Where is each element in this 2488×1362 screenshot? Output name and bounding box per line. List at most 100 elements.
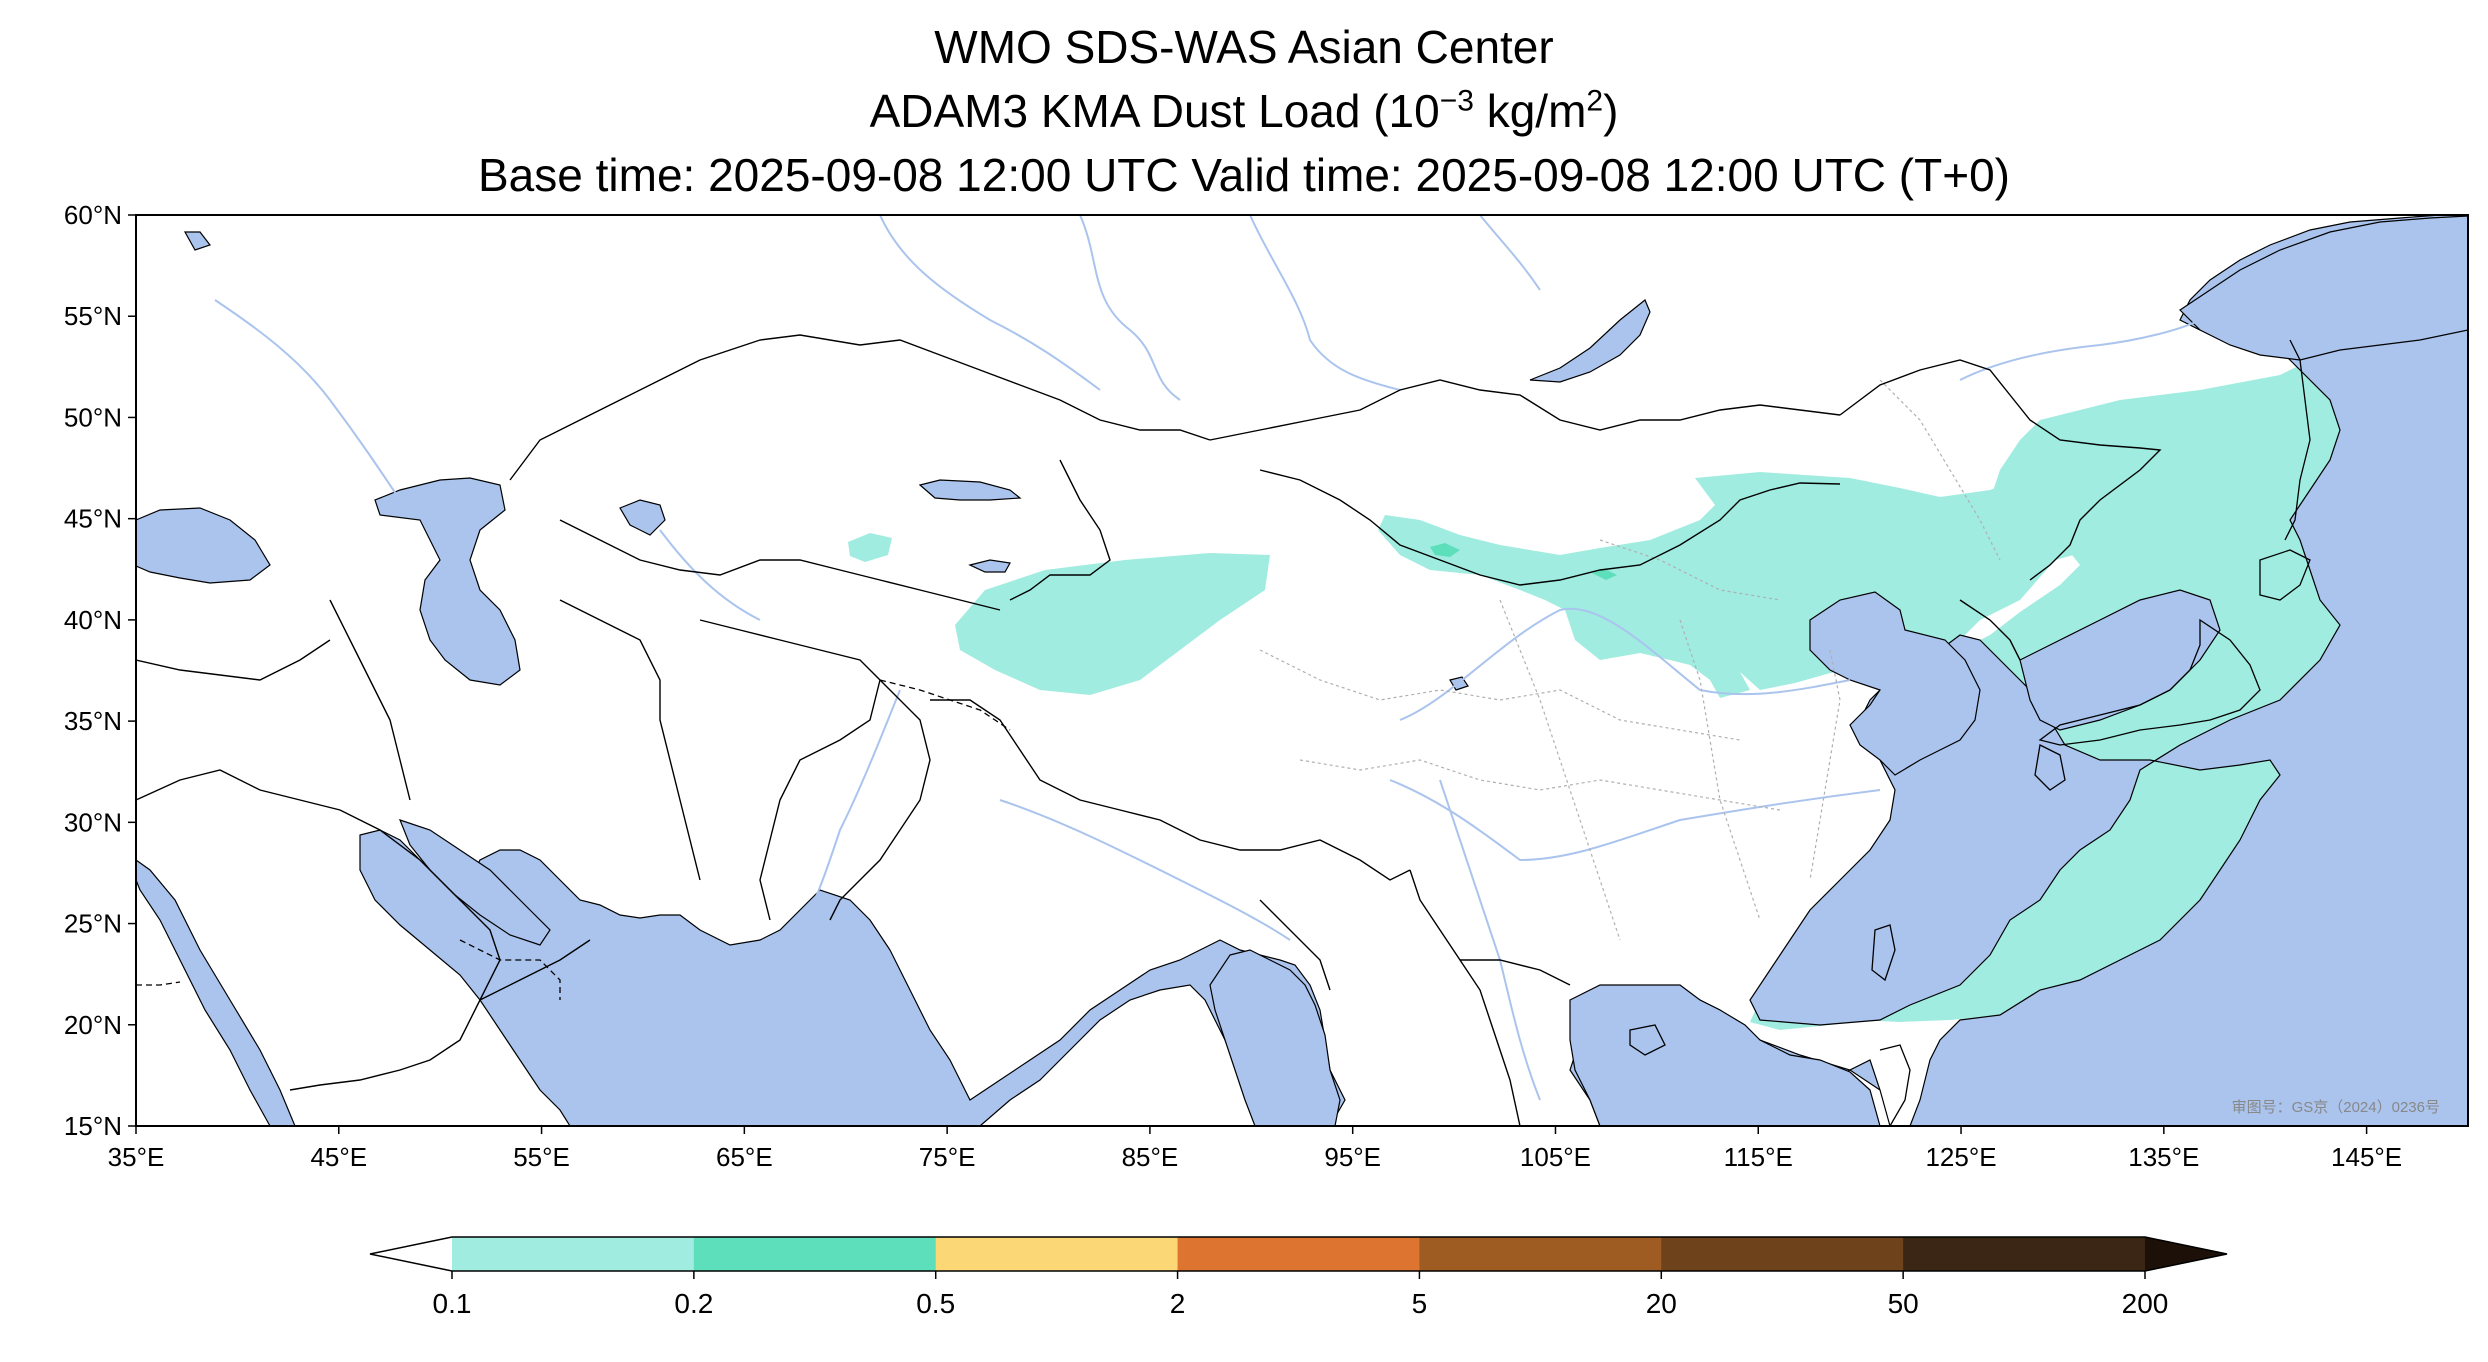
lon-tick-label: 145°E xyxy=(2331,1142,2402,1172)
lat-tick-label: 15°N xyxy=(64,1111,122,1141)
border-kazakhstan-russia xyxy=(509,334,1211,481)
lon-tick-label: 95°E xyxy=(1324,1142,1381,1172)
border-southeast-asia xyxy=(1409,869,1521,1126)
border-india-china xyxy=(930,699,1411,881)
colorbar-segment xyxy=(1177,1237,1420,1271)
province-line xyxy=(1259,649,1741,741)
inland-water xyxy=(136,231,2221,731)
border-russia-mongolia xyxy=(1209,379,1841,441)
lake-baikal xyxy=(1529,299,1651,383)
colorbar: 0.1 0.2 0.5 2 5 20 50 200 xyxy=(369,1236,2228,1319)
lon-tick-label: 105°E xyxy=(1520,1142,1591,1172)
dust-region-mongolia-patch-east xyxy=(1592,569,1617,580)
river-lena xyxy=(1479,215,1541,291)
title-exponent: −3 xyxy=(1439,84,1474,118)
ocean-sea-of-okhotsk xyxy=(2179,215,2468,361)
river-volga xyxy=(214,299,401,501)
rivers xyxy=(214,215,2201,1101)
lake-balkhash xyxy=(918,479,1022,501)
caspian-sea xyxy=(374,477,521,686)
dust-level-2 xyxy=(1430,543,1617,580)
lat-tick-label: 55°N xyxy=(64,301,122,331)
colorbar-tick-label: 0.2 xyxy=(674,1288,713,1319)
ocean-south-china-sea xyxy=(1569,984,1881,1126)
lon-tick-label: 65°E xyxy=(716,1142,773,1172)
map-area xyxy=(136,215,2468,1126)
river-ganges xyxy=(999,799,1291,941)
japan-islands xyxy=(1629,339,2311,1126)
title-line-2-suffix: ) xyxy=(1603,85,1619,137)
river-yangtze xyxy=(1389,779,1881,862)
dust-region-kazakh-patch xyxy=(848,533,892,562)
river-yellow xyxy=(1399,607,1851,721)
border-china-russia-ne xyxy=(1839,359,2162,581)
lat-tick-label: 25°N xyxy=(64,909,122,939)
axis-ticks: 35°E 45°E 55°E 65°E 75°E 85°E 95°E 105°E 115°E 12… xyxy=(64,200,2402,1172)
disputed-sinai xyxy=(136,981,181,986)
hokkaido xyxy=(2259,549,2311,601)
province-line xyxy=(1599,539,1781,601)
map-frame xyxy=(135,214,2469,1127)
lon-tick-label: 75°E xyxy=(919,1142,976,1172)
lon-tick-label: 55°E xyxy=(513,1142,570,1172)
border-iraq-iran xyxy=(329,599,411,801)
province-line xyxy=(1879,379,2001,561)
lat-tick-label: 20°N xyxy=(64,1010,122,1040)
border-saudi xyxy=(136,769,501,1091)
ocean-layer xyxy=(136,215,2468,1126)
dust-region-mongolia-patch-west xyxy=(1430,543,1460,557)
lat-tick-label: 30°N xyxy=(64,807,122,837)
province-line xyxy=(1499,599,1621,941)
title-line-2-prefix: ADAM3 KMA Dust Load (10 xyxy=(869,85,1440,137)
lat-tick-label: 40°N xyxy=(64,605,122,635)
colorbar-tick-label: 2 xyxy=(1170,1288,1186,1319)
title-line-1: WMO SDS-WAS Asian Center xyxy=(934,21,1554,73)
lon-tick-label: 35°E xyxy=(108,1142,165,1172)
colorbar-tick-label: 0.1 xyxy=(433,1288,472,1319)
border-central-asia xyxy=(559,519,1001,611)
lon-tick-label: 115°E xyxy=(1724,1142,1793,1172)
lon-tick-label: 135°E xyxy=(2128,1142,2199,1172)
colorbar-tick-label: 50 xyxy=(1888,1288,1919,1319)
lat-tick-label: 45°N xyxy=(64,504,122,534)
colorbar-tick-label: 200 xyxy=(2122,1288,2169,1319)
title-exponent-2: 2 xyxy=(1586,84,1604,118)
taiwan xyxy=(1871,924,1896,982)
approval-note: 审图号：GS京（2024）0236号 xyxy=(2232,1099,2440,1116)
border-bangladesh-myanmar xyxy=(1259,899,1331,991)
border-korea xyxy=(1959,599,2021,661)
river-amur xyxy=(1959,319,2201,381)
ocean-bay-of-bengal xyxy=(1209,949,1341,1126)
country-borders xyxy=(136,334,2162,1126)
border-afghanistan-pakistan xyxy=(699,619,881,921)
disputed-borders xyxy=(136,679,1011,1000)
province-boundaries xyxy=(1259,379,2001,941)
aral-sea xyxy=(619,499,666,536)
title-line-3: Base time: 2025-09-08 12:00 UTC Valid ti… xyxy=(478,149,2010,201)
ocean-bohai-yellow-sea xyxy=(1809,591,1981,776)
colorbar-tick-label: 0.5 xyxy=(916,1288,955,1319)
lon-tick-label: 125°E xyxy=(1925,1142,1996,1172)
dust-region-taklamakan xyxy=(955,553,1270,695)
colorbar-segment xyxy=(935,1237,1179,1271)
ocean-red-sea xyxy=(136,859,296,1126)
province-line xyxy=(1809,649,1841,881)
colorbar-under-arrow xyxy=(370,1237,452,1271)
japan-sea xyxy=(2019,589,2221,731)
hainan xyxy=(1629,1024,1666,1056)
border-turkey-syria xyxy=(136,639,331,681)
lon-tick-label: 45°E xyxy=(310,1142,367,1172)
kyushu xyxy=(2034,744,2066,791)
border-iran-afghanistan xyxy=(559,599,701,881)
river-irtysh xyxy=(879,215,1101,391)
colorbar-segment xyxy=(452,1237,695,1271)
disputed-arabia xyxy=(459,939,561,1000)
colorbar-tick-label: 5 xyxy=(1412,1288,1428,1319)
lon-tick-label: 85°E xyxy=(1122,1142,1179,1172)
title-line-2-mid: kg/m xyxy=(1473,85,1587,137)
colorbar-tick-label: 20 xyxy=(1646,1288,1677,1319)
lat-tick-label: 50°N xyxy=(64,402,122,432)
colorbar-segment xyxy=(693,1237,937,1271)
